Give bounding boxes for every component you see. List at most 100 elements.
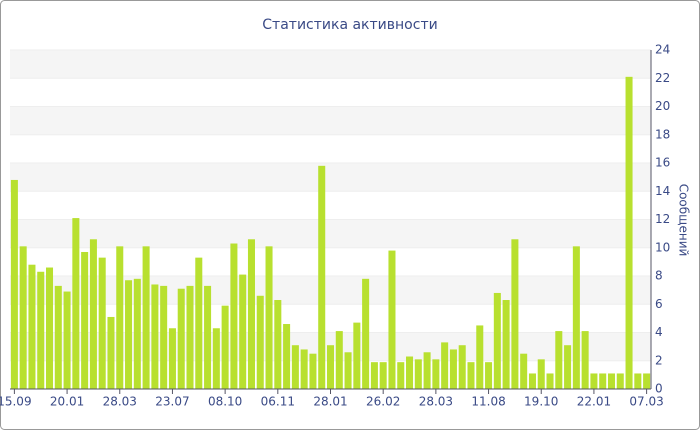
bar <box>107 316 115 389</box>
bar <box>397 362 405 389</box>
bar <box>54 285 62 389</box>
bar <box>353 322 361 389</box>
bar <box>546 373 554 389</box>
bar <box>537 359 545 389</box>
bar <box>19 246 27 389</box>
bar <box>151 284 159 389</box>
stripe <box>10 219 651 248</box>
bar <box>37 271 45 389</box>
bar <box>318 165 326 389</box>
bar <box>239 274 247 389</box>
bar <box>326 345 335 389</box>
bar <box>28 264 36 389</box>
bar <box>449 349 457 389</box>
bar <box>458 345 466 389</box>
y-tick-label: 16 <box>655 156 670 170</box>
bar <box>212 328 220 389</box>
x-tick-label: 23.07 <box>155 395 189 409</box>
bar <box>283 324 291 389</box>
bar <box>414 359 422 389</box>
bar <box>309 353 317 389</box>
x-tick-label: 19.10 <box>524 395 558 409</box>
bar <box>300 349 308 389</box>
bar <box>467 362 475 389</box>
x-tick-label: 07.03 <box>629 395 663 409</box>
bar <box>511 239 519 389</box>
stripe <box>10 106 651 135</box>
bar <box>485 362 493 389</box>
x-tick-label: 28.03 <box>103 395 137 409</box>
bar <box>125 280 133 389</box>
y-tick-label: 10 <box>655 240 670 254</box>
bar <box>344 352 352 389</box>
y-tick-label: 0 <box>655 382 663 396</box>
bar <box>72 218 80 389</box>
bar <box>10 179 18 389</box>
x-tick-label: 15.09 <box>0 395 32 409</box>
bar <box>133 278 141 389</box>
bar <box>89 239 97 389</box>
y-tick-label: 14 <box>655 184 670 198</box>
bar <box>221 305 229 389</box>
bar <box>599 373 607 389</box>
bar <box>291 345 299 389</box>
bar <box>247 239 255 389</box>
x-tick-label: 11.08 <box>471 395 505 409</box>
y-tick-label: 8 <box>655 269 663 283</box>
bar <box>564 345 572 389</box>
bar <box>204 285 212 389</box>
x-tick-label: 06.11 <box>261 395 295 409</box>
bar <box>528 373 536 389</box>
bar <box>423 352 431 389</box>
bar <box>177 288 185 389</box>
bar <box>581 331 589 389</box>
stripe <box>10 163 651 192</box>
bar <box>625 76 633 390</box>
x-tick-label: 22.01 <box>577 395 611 409</box>
bar <box>520 353 528 389</box>
x-tick-label: 08.10 <box>208 395 242 409</box>
bar <box>572 246 580 389</box>
y-axis-label: Сообщений <box>677 184 691 257</box>
y-tick-label: 18 <box>655 127 670 141</box>
bar <box>590 373 598 389</box>
bar <box>335 331 343 389</box>
bar <box>634 373 642 389</box>
bar <box>643 373 651 389</box>
x-tick-label: 28.03 <box>419 395 453 409</box>
bar <box>555 331 563 389</box>
y-tick-label: 4 <box>655 325 663 339</box>
bar <box>98 257 106 389</box>
x-tick-label: 28.01 <box>313 395 347 409</box>
y-tick-label: 20 <box>655 99 670 113</box>
bar <box>493 292 501 389</box>
stripe <box>10 50 651 79</box>
bar <box>195 257 203 389</box>
bar <box>607 373 615 389</box>
bar <box>230 243 238 389</box>
bar <box>142 246 150 389</box>
bar <box>432 359 440 389</box>
bar <box>116 246 124 389</box>
bar <box>388 250 396 389</box>
x-tick-label: 20.01 <box>50 395 84 409</box>
y-tick-label: 24 <box>655 43 670 57</box>
y-tick-label: 2 <box>655 353 663 367</box>
y-tick-label: 6 <box>655 297 663 311</box>
bar <box>265 246 273 389</box>
bar <box>406 356 414 389</box>
bar <box>63 291 71 389</box>
bar <box>370 362 378 389</box>
stripe <box>10 276 651 305</box>
bar <box>441 342 449 389</box>
bar <box>168 328 176 389</box>
bar <box>379 362 387 389</box>
bar <box>256 295 264 389</box>
bar <box>616 373 624 389</box>
x-tick-label: 26.02 <box>366 395 400 409</box>
bar <box>274 300 282 389</box>
bar <box>476 325 484 389</box>
chart-title: Статистика активности <box>262 17 437 33</box>
y-tick-label: 12 <box>655 212 670 226</box>
